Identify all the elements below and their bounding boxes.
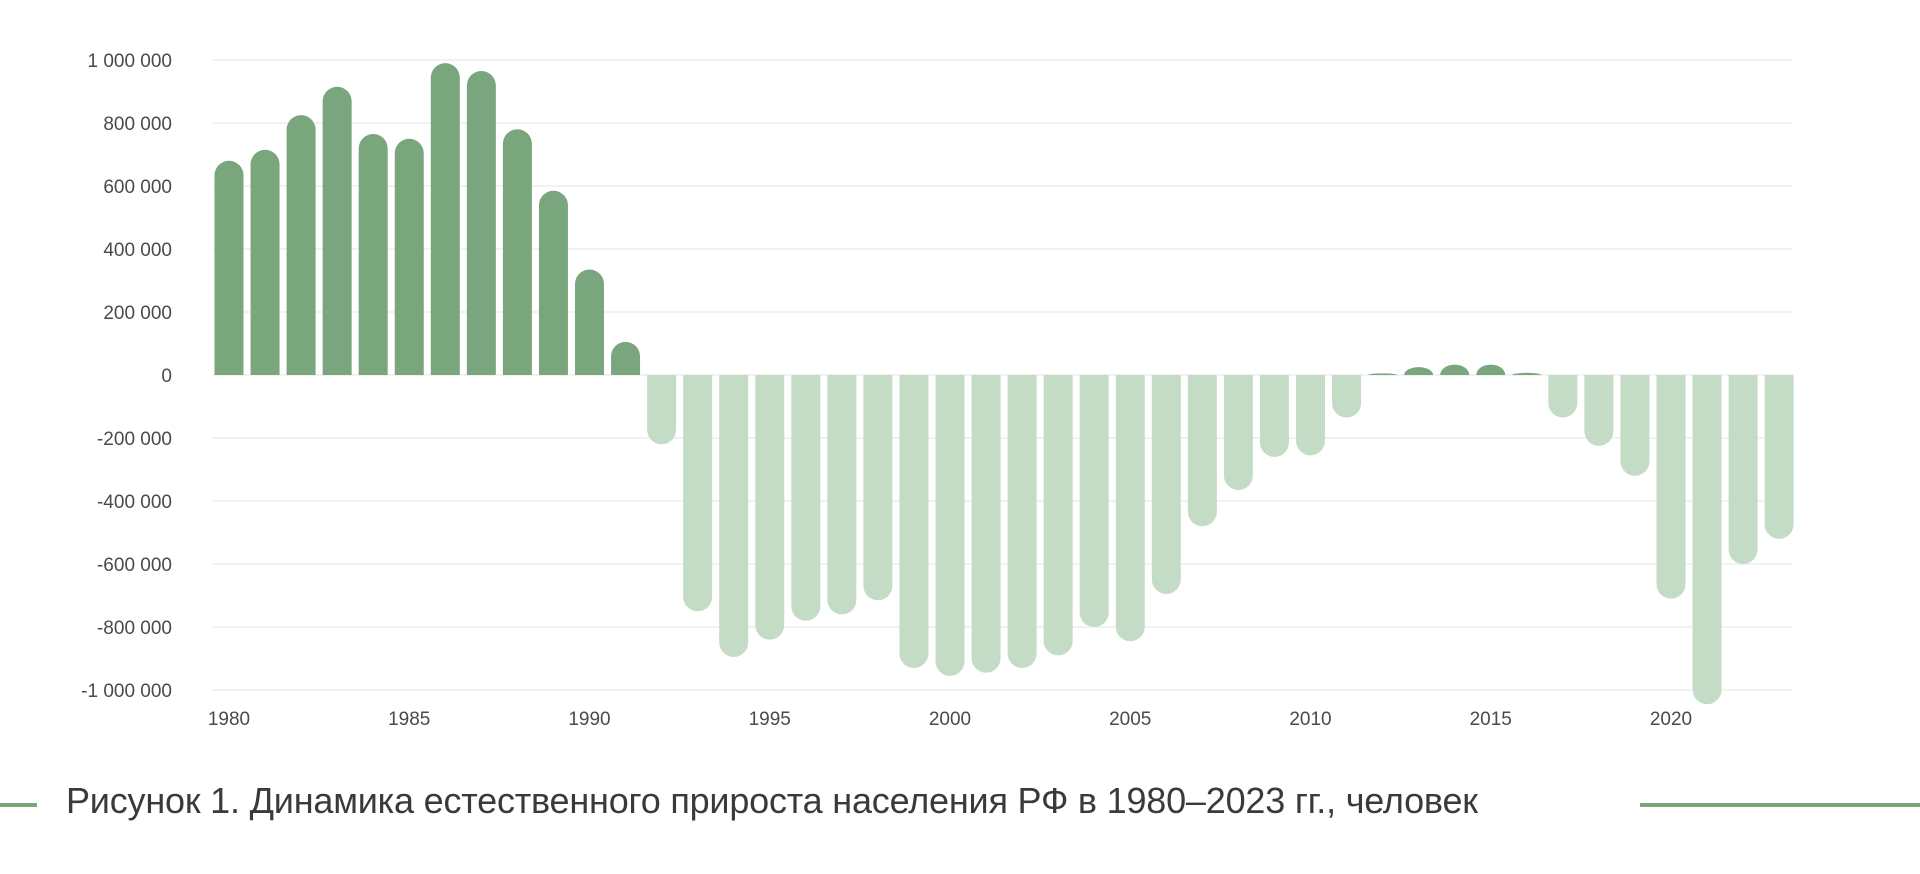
y-tick-label: 400 000 (103, 240, 172, 261)
bar-1980 (214, 160, 244, 375)
bar-2007 (1187, 375, 1217, 527)
bar-1981 (250, 149, 280, 375)
bar-2001 (971, 375, 1001, 673)
bar-1988 (502, 129, 532, 375)
x-tick-label: 2020 (1650, 709, 1692, 730)
y-tick-label: -1 000 000 (81, 681, 172, 702)
bar-2017 (1548, 375, 1578, 418)
bar-2010 (1296, 375, 1325, 456)
bar-1987 (466, 71, 496, 376)
x-tick-label: 2000 (929, 709, 971, 730)
bar-1986 (430, 63, 460, 376)
bar-1982 (286, 115, 316, 375)
bar-2006 (1151, 375, 1181, 594)
bar-2005 (1115, 375, 1145, 642)
x-tick-label: 1980 (208, 709, 250, 730)
bar-1992 (647, 375, 677, 445)
figure-caption: Рисунок 1. Динамика естественного прирос… (66, 780, 1478, 821)
caption-decorative-line-left (0, 803, 37, 807)
bar-1991 (611, 341, 641, 375)
y-tick-label: 200 000 (103, 303, 172, 324)
bar-1993 (683, 375, 713, 612)
bar-1999 (899, 375, 929, 668)
y-tick-label: -600 000 (97, 555, 172, 576)
x-tick-label: 1990 (568, 709, 610, 730)
x-axis-tick-labels: 1980 1985 1990 1995 2000 2005 2010 2015 2020 (208, 709, 1692, 730)
y-tick-label: 1 000 000 (87, 51, 172, 72)
bar-2011 (1332, 375, 1362, 418)
figure-caption-row: Рисунок 1. Динамика естественного прирос… (0, 776, 1920, 832)
y-tick-label: 800 000 (103, 114, 172, 135)
bar-2020 (1656, 375, 1686, 599)
y-tick-label: -200 000 (97, 429, 172, 450)
bar-1985 (394, 138, 424, 375)
bar-1989 (538, 190, 568, 375)
bar-2003 (1043, 375, 1073, 656)
bar-2002 (1007, 375, 1037, 668)
bar-1983 (322, 86, 352, 376)
y-tick-label: -800 000 (97, 618, 172, 639)
bar-1998 (863, 375, 893, 601)
bar-2004 (1079, 375, 1109, 627)
bar-2016 (1512, 372, 1542, 375)
bar-1994 (719, 375, 749, 657)
bar-2023 (1764, 375, 1794, 539)
bar-2022 (1728, 375, 1758, 564)
x-tick-label: 2010 (1289, 709, 1331, 730)
bar-2015 (1476, 364, 1506, 375)
bar-2008 (1223, 375, 1253, 490)
y-tick-label: -400 000 (97, 492, 172, 513)
x-tick-label: 1985 (388, 709, 430, 730)
bar-1995 (755, 375, 785, 640)
bar-2013 (1404, 367, 1434, 375)
bar-2021 (1692, 375, 1722, 705)
bar-2019 (1620, 375, 1650, 476)
bar-1984 (358, 134, 388, 375)
bar-1996 (791, 375, 821, 621)
y-tick-label: 0 (161, 366, 172, 387)
bar-2018 (1584, 375, 1614, 446)
bar-2009 (1259, 375, 1289, 457)
bar-2014 (1440, 364, 1470, 375)
bar-1997 (827, 375, 857, 615)
bar-2012 (1368, 373, 1398, 375)
caption-decorative-line-right (1640, 803, 1920, 807)
x-tick-label: 2015 (1470, 709, 1512, 730)
chart-bars (214, 63, 1794, 705)
x-tick-label: 1995 (749, 709, 791, 730)
y-axis-tick-labels: 1 000 000 800 000 600 000 400 000 200 000 0 -2… (81, 51, 172, 702)
x-tick-label: 2005 (1109, 709, 1151, 730)
bar-1990 (575, 269, 604, 375)
y-tick-label: 600 000 (103, 177, 172, 198)
bar-2000 (935, 375, 965, 676)
